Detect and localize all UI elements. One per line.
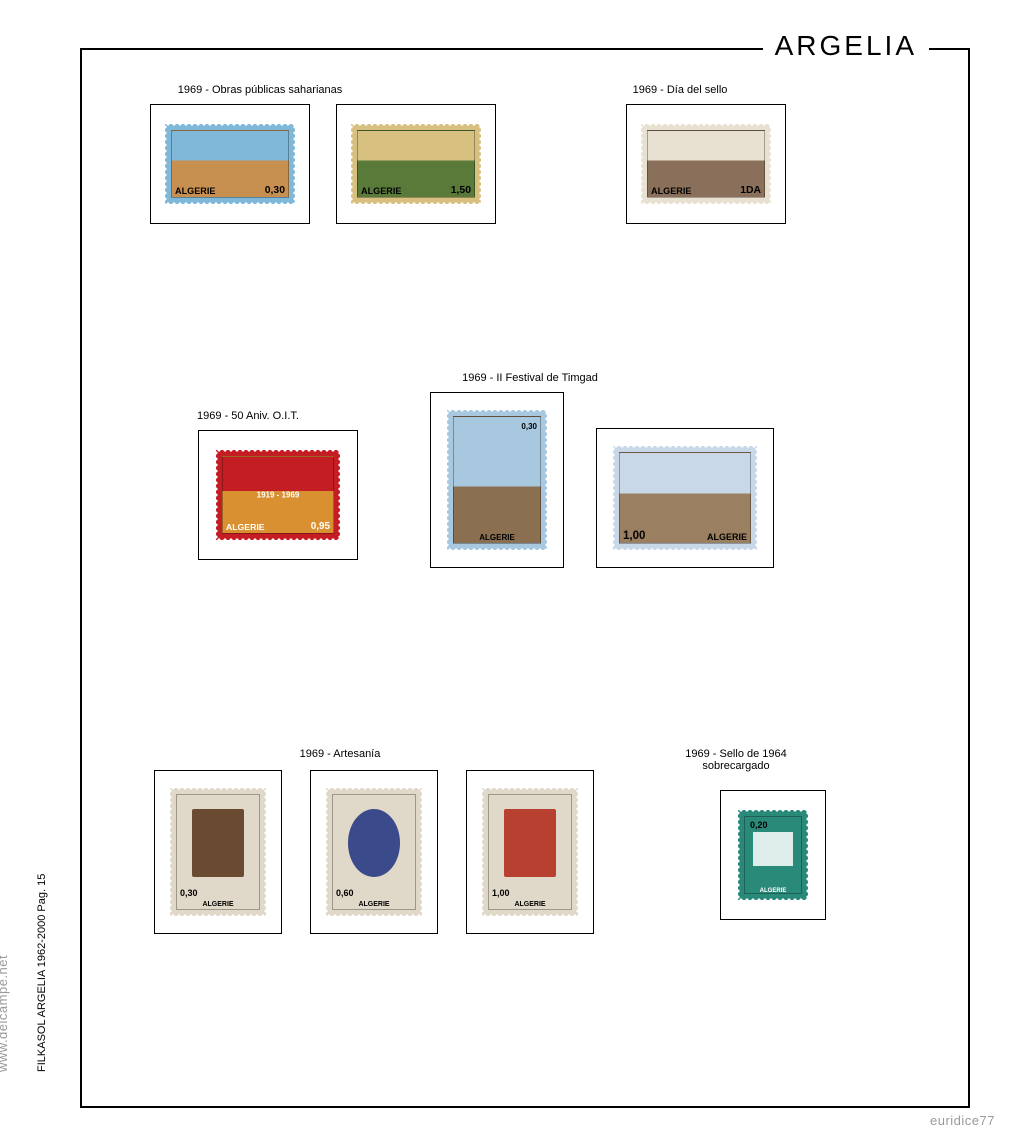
- section-label-row3_left: 1969 - Artesanía: [300, 748, 381, 760]
- stamp-surcharge-box: [753, 832, 792, 866]
- stamp-box-b10: ALGERIE 0,20: [720, 790, 826, 920]
- perforation-edge: [326, 913, 422, 916]
- perforation-edge: [738, 897, 808, 900]
- stamp-value-text: 0,30: [265, 185, 285, 196]
- perforation-edge: [351, 124, 481, 127]
- stamp-value-text: 0,20: [750, 820, 768, 830]
- stamp-art: [453, 416, 541, 544]
- perforation-edge: [805, 810, 808, 900]
- perforation-edge: [170, 788, 266, 791]
- perforation-edge: [544, 410, 547, 550]
- perforation-edge: [738, 810, 808, 813]
- perforation-edge: [613, 446, 616, 550]
- perforation-edge: [575, 788, 578, 916]
- perforation-edge: [351, 124, 354, 204]
- stamp-craft-art: [192, 809, 245, 877]
- stamp-craft-cabinet: ALGERIE 0,30: [170, 788, 266, 916]
- perforation-edge: [216, 450, 340, 453]
- stamp-OIT: ALGERIE 0,95 1919 - 1969: [216, 450, 340, 540]
- stamp-country-text: ALGERIE: [358, 901, 389, 908]
- perforation-edge: [613, 547, 757, 550]
- perforation-edge: [482, 788, 578, 791]
- stamp-surcharge: ALGERIE 0,20: [738, 810, 808, 900]
- stamp-country-text: ALGERIE: [651, 186, 691, 196]
- perforation-edge: [641, 201, 771, 204]
- stamp-country-text: ALGERIE: [202, 901, 233, 908]
- perforation-edge: [326, 788, 329, 916]
- perforation-edge: [170, 788, 173, 916]
- stamp-value-text: 1,00: [492, 888, 510, 898]
- stamp-country-text: ALGERIE: [175, 186, 215, 196]
- perforation-edge: [165, 124, 168, 204]
- stamp-box-b9: ALGERIE 1,00: [466, 770, 594, 934]
- stamp-value-text: 0,30: [521, 422, 537, 431]
- perforation-edge: [292, 124, 295, 204]
- perforation-edge: [170, 913, 266, 916]
- perforation-edge: [419, 788, 422, 916]
- perforation-edge: [326, 788, 422, 791]
- section-label-row1_left: 1969 - Obras públicas saharianas: [178, 84, 342, 96]
- perforation-edge: [641, 124, 644, 204]
- stamp-box-b3: ALGERIE 1DA: [626, 104, 786, 224]
- perforation-edge: [768, 124, 771, 204]
- page-title: ARGELIA: [763, 30, 929, 62]
- perforation-edge: [165, 201, 295, 204]
- stamp-country-text: ALGERIE: [479, 533, 515, 542]
- side-caption: FILKASOL ARGELIA 1962-2000 Pag. 15: [36, 874, 48, 1072]
- perforation-edge: [641, 124, 771, 127]
- perforation-edge: [447, 410, 450, 550]
- perforation-edge: [738, 810, 741, 900]
- stamp-value-text: 1,00: [623, 530, 645, 542]
- perforation-edge: [165, 124, 295, 127]
- watermark-bottom-right: euridice77: [930, 1113, 995, 1128]
- stamp-box-b4: ALGERIE 0,95 1919 - 1969: [198, 430, 358, 560]
- stamp-craft-art: [348, 809, 401, 877]
- perforation-edge: [478, 124, 481, 204]
- perforation-edge: [613, 446, 757, 449]
- stamp-value-text: 0,60: [336, 888, 354, 898]
- stamp-craft-jewelry: ALGERIE 1,00: [482, 788, 578, 916]
- stamp-ruins-portrait: ALGERIE 0,30: [447, 410, 547, 550]
- perforation-edge: [263, 788, 266, 916]
- stamp-craft-art: [504, 809, 557, 877]
- perforation-edge: [482, 788, 485, 916]
- stamp-stagecoach: ALGERIE 1DA: [641, 124, 771, 204]
- section-label-line1: 1969 - Sello de 1964: [685, 748, 787, 760]
- stamp-years-text: 1919 - 1969: [257, 491, 300, 500]
- perforation-edge: [337, 450, 340, 540]
- stamp-country-text: ALGERIE: [361, 186, 401, 196]
- stamp-value-text: 0,95: [311, 521, 330, 532]
- stamp-ruins-landscape: ALGERIE 1,00: [613, 446, 757, 550]
- perforation-edge: [754, 446, 757, 550]
- section-label-line2: sobrecargado: [685, 760, 787, 772]
- section-label-row2_right: 1969 - II Festival de Timgad: [462, 372, 598, 384]
- section-label-row2_left: 1969 - 50 Aniv. O.I.T.: [197, 410, 299, 422]
- stamp-box-b8: ALGERIE 0,60: [310, 770, 438, 934]
- perforation-edge: [447, 410, 547, 413]
- perforation-edge: [351, 201, 481, 204]
- perforation-edge: [447, 547, 547, 550]
- stamp-box-b5: ALGERIE 0,30: [430, 392, 564, 568]
- section-label-row1_right: 1969 - Día del sello: [633, 84, 728, 96]
- perforation-edge: [482, 913, 578, 916]
- stamp-box-b2: ALGERIE 1,50: [336, 104, 496, 224]
- perforation-edge: [216, 450, 219, 540]
- stamp-country-text: ALGERIE: [514, 901, 545, 908]
- stamp-value-text: 1DA: [740, 185, 761, 196]
- stamp-country-text: ALGERIE: [707, 532, 747, 542]
- stamp-box-b6: ALGERIE 1,00: [596, 428, 774, 568]
- section-label-row3_right: 1969 - Sello de 1964sobrecargado: [685, 748, 787, 772]
- stamp-dam: ALGERIE 0,30: [165, 124, 295, 204]
- stamp-value-text: 1,50: [451, 185, 471, 196]
- stamp-craft-plate: ALGERIE 0,60: [326, 788, 422, 916]
- stamp-value-text: 0,30: [180, 888, 198, 898]
- watermark-left: www.delcampe.net: [0, 955, 10, 1072]
- stamp-box-b7: ALGERIE 0,30: [154, 770, 282, 934]
- stamp-road-camels: ALGERIE 1,50: [351, 124, 481, 204]
- stamp-box-b1: ALGERIE 0,30: [150, 104, 310, 224]
- perforation-edge: [216, 537, 340, 540]
- stamp-country-text: ALGERIE: [226, 522, 265, 532]
- stamp-country-text: ALGERIE: [760, 888, 787, 894]
